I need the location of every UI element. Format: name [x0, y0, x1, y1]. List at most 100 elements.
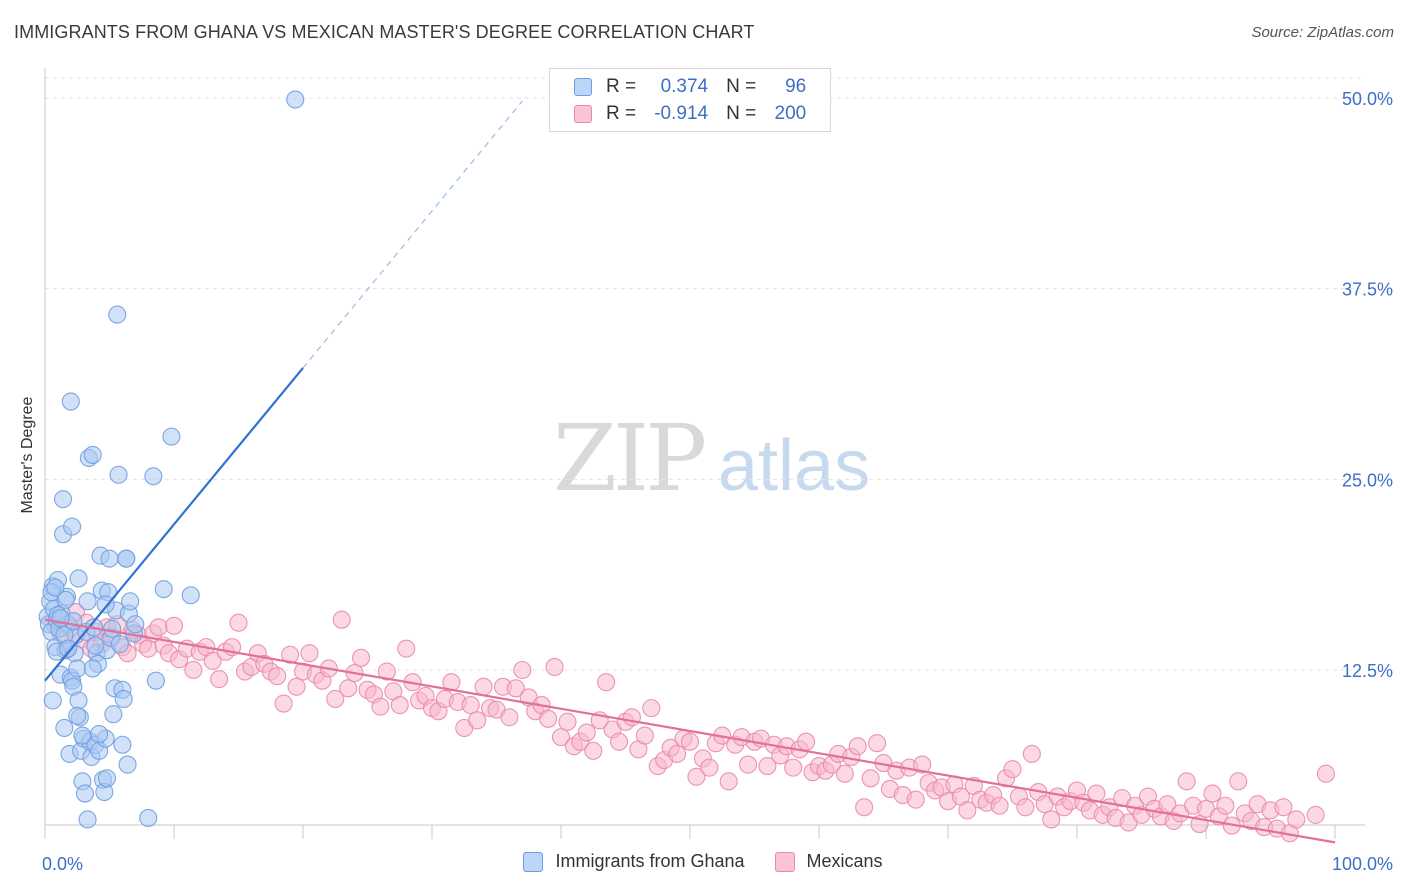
legend-item-ghana[interactable]: Immigrants from Ghana: [523, 851, 745, 872]
data-point-mexicans: [1177, 772, 1196, 791]
data-point-ghana: [63, 517, 82, 536]
x-tick-label: 100.0%: [1332, 854, 1393, 874]
data-point-ghana: [73, 726, 92, 745]
data-point-mexicans: [500, 708, 519, 727]
data-point-ghana: [100, 549, 119, 568]
legend-label-ghana: Immigrants from Ghana: [555, 851, 745, 871]
data-point-mexicans: [397, 639, 416, 658]
data-point-mexicans: [700, 758, 719, 777]
data-point-ghana: [43, 691, 62, 710]
legend-n-value: 96: [785, 76, 807, 97]
data-point-mexicans: [1042, 810, 1061, 829]
data-point-mexicans: [642, 699, 661, 718]
data-point-ghana: [126, 615, 145, 634]
data-point-mexicans: [351, 648, 371, 667]
data-point-mexicans: [1216, 796, 1235, 815]
data-point-ghana: [110, 635, 129, 654]
data-point-mexicans: [622, 708, 642, 727]
data-point-mexicans: [990, 796, 1009, 815]
legend-n-label: N =: [726, 76, 757, 97]
data-point-mexicans: [390, 696, 409, 715]
legend-r-label: R =: [606, 76, 637, 97]
data-point-ghana: [78, 592, 97, 611]
data-point-mexicans: [1229, 772, 1248, 791]
data-point-mexicans: [1016, 798, 1035, 817]
legend-swatch-mexicans: [574, 105, 592, 123]
data-point-ghana: [69, 569, 88, 588]
data-point-mexicans: [1022, 744, 1041, 763]
data-point-ghana: [162, 427, 181, 446]
data-point-ghana: [139, 808, 158, 828]
data-point-mexicans: [229, 613, 248, 632]
data-point-mexicans: [268, 667, 287, 686]
data-point-ghana: [286, 90, 305, 109]
data-point-ghana: [181, 586, 200, 605]
data-point-mexicans: [1306, 805, 1325, 824]
data-point-mexicans: [539, 709, 558, 728]
data-point-mexicans: [558, 712, 577, 731]
chart-title: IMMIGRANTS FROM GHANA VS MEXICAN MASTER'…: [14, 22, 755, 42]
legend-n-value: 200: [774, 103, 807, 124]
data-point-mexicans: [184, 660, 203, 680]
data-point-ghana: [59, 639, 78, 658]
data-point-mexicans: [738, 755, 758, 774]
data-point-mexicans: [867, 734, 887, 753]
data-point-ghana: [86, 636, 105, 655]
trendline-ghana-extension: [302, 100, 523, 369]
data-point-ghana: [78, 810, 97, 829]
y-tick-label: 50.0%: [1342, 89, 1393, 109]
data-point-mexicans: [680, 732, 700, 751]
data-point-mexicans: [913, 755, 932, 774]
data-point-mexicans: [1003, 760, 1022, 779]
data-point-mexicans: [210, 670, 229, 689]
data-point-mexicans: [719, 772, 738, 791]
legend-r-value: 0.374: [660, 76, 709, 97]
data-point-mexicans: [577, 723, 596, 742]
legend-item-mexicans[interactable]: Mexicans: [774, 851, 883, 872]
source-label: Source: ZipAtlas.com: [1251, 24, 1394, 41]
correlation-legend: R = 0.374 N = 96 R = -0.914 N = 200: [549, 68, 831, 132]
watermark-atlas: atlas: [718, 426, 871, 506]
data-point-mexicans: [551, 728, 571, 747]
data-point-mexicans: [339, 679, 358, 698]
data-point-mexicans: [203, 651, 222, 670]
series-legend: Immigrants from Ghana Mexicans: [0, 851, 1406, 872]
data-point-ghana: [103, 619, 122, 638]
data-point-ghana: [121, 592, 140, 611]
trendline-mexicans: [44, 618, 1336, 844]
legend-label-mexicans: Mexicans: [806, 851, 883, 871]
data-point-ghana: [146, 671, 165, 690]
data-point-mexicans: [149, 618, 168, 637]
y-tick-label: 37.5%: [1342, 280, 1393, 300]
data-point-ghana: [56, 590, 75, 609]
data-point-mexicans: [281, 645, 300, 664]
data-point-ghana: [83, 445, 102, 464]
data-point-mexicans: [861, 769, 880, 788]
data-point-ghana: [118, 755, 137, 774]
data-point-ghana: [114, 689, 133, 709]
data-point-mexicans: [164, 616, 184, 635]
data-point-ghana: [154, 580, 173, 599]
data-point-ghana: [144, 467, 163, 486]
data-point-ghana: [46, 578, 65, 597]
y-tick-label: 25.0%: [1342, 470, 1393, 490]
data-point-ghana: [117, 549, 136, 568]
legend-swatch-ghana: [574, 78, 592, 96]
legend-row-ghana: R = 0.374 N = 96: [574, 74, 806, 100]
data-point-mexicans: [609, 732, 629, 751]
data-point-mexicans: [906, 790, 925, 809]
data-point-mexicans: [958, 801, 977, 820]
data-point-mexicans: [584, 741, 603, 760]
data-point-mexicans: [545, 657, 564, 676]
data-point-mexicans: [139, 639, 158, 658]
data-point-mexicans: [300, 644, 319, 663]
data-point-ghana: [113, 735, 132, 754]
data-point-ghana: [68, 659, 87, 678]
x-tick-label: 0.0%: [42, 854, 83, 874]
trendline-ghana: [44, 367, 304, 682]
y-tick-label: 12.5%: [1342, 661, 1393, 681]
data-point-mexicans: [474, 677, 493, 696]
data-point-mexicans: [513, 660, 532, 680]
data-point-mexicans: [371, 697, 390, 716]
legend-row-mexicans: R = -0.914 N = 200: [574, 101, 806, 127]
